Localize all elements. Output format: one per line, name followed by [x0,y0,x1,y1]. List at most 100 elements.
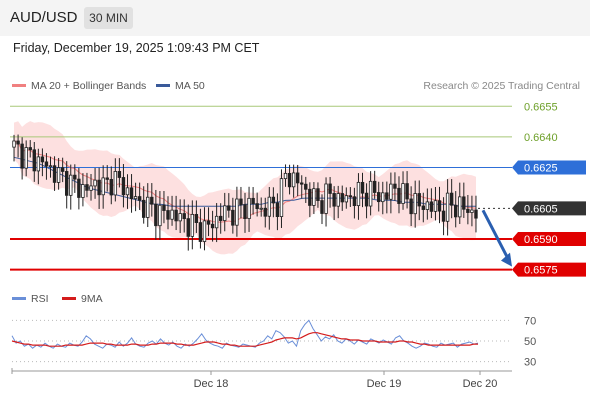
candle-body [259,207,263,210]
level-badge-2 [512,160,586,175]
candle-body [287,172,292,188]
candle-body [352,196,357,207]
candle-body [320,200,324,214]
level-label-1: 0.6640 [524,132,558,144]
candle-body [279,178,284,217]
research-credit: Research © 2025 Trading Central [423,80,580,92]
rsi-tick-30: 30 [524,357,536,369]
rsi-swatch [12,296,26,300]
ma9-swatch [62,296,76,300]
candle-body [125,187,130,196]
candle-body [275,202,280,217]
ma9-line [11,332,478,347]
candle-body [381,192,385,203]
candle-body [385,192,389,200]
candle-body [186,218,190,237]
candle-body [364,192,369,207]
candle-body [141,199,146,218]
candle-body [243,204,247,219]
candle-body [247,197,251,219]
candle-body [146,196,150,218]
candle-body [223,205,227,221]
candle-body [190,213,195,237]
candle-body [271,196,276,204]
candle-body [409,198,413,215]
level-label-5: 0.6575 [524,265,558,277]
ma20-swatch [12,83,26,87]
candle-body [474,209,478,219]
candle-body [413,193,417,215]
candle-body [466,208,470,213]
level-label-3: 0.6605 [524,203,558,215]
x-tick-label: Dec 18 [194,378,229,390]
candle-body [316,188,320,201]
candle-body [295,172,300,184]
candle-body [69,174,73,196]
candle-body [24,147,28,169]
candle-body [170,209,174,220]
candle-body [377,192,381,203]
candle-body [158,204,162,227]
candle-body [182,213,186,220]
rsi-tick-70: 70 [524,315,536,327]
candle-body [16,140,20,145]
ma20-label: MA 20 + Bollinger Bands [31,80,147,92]
candle-body [28,147,32,151]
x-tick-label: Dec 20 [463,378,498,390]
candle-body [304,183,308,190]
candle-body [372,180,377,193]
candle-body [405,183,409,200]
candle-body [417,193,421,207]
candle-body [458,196,462,218]
candle-body [441,210,446,222]
level-badge-3 [512,201,586,216]
candle-body [454,204,458,218]
legend-ma20: MA 20 + Bollinger Bands [12,80,146,92]
candle-body [324,183,328,214]
rsi-line [11,319,479,349]
candle-body [89,185,93,191]
candle-body [93,179,97,187]
candle-body [340,193,344,203]
candle-body [206,220,211,225]
candle-body [60,167,65,172]
rsi-label: RSI [31,293,49,305]
candle-body [291,172,296,188]
candle-body [117,171,122,178]
candle-body [356,181,361,207]
candle-body [429,201,434,212]
candle-body [348,195,353,198]
ma9-label: 9MA [81,293,103,305]
candle-body [344,195,349,203]
candle-body [227,205,231,211]
candle-body [214,215,219,229]
candle-body [231,209,235,226]
candle-body [198,222,203,242]
level-badge-5 [512,262,586,277]
candle-body [105,177,109,180]
candle-body [267,196,272,217]
candle-body [137,196,142,201]
candle-body [113,171,118,196]
candle-body [202,220,207,242]
candle-body [389,183,393,200]
rsi-tick-50: 50 [524,336,536,348]
candle-body [360,181,365,194]
candle-body [470,209,474,213]
level-label-0: 0.6655 [524,101,558,113]
candle-body [40,156,45,163]
candle-body [154,203,158,227]
candle-body [73,174,77,180]
legend-ma50: MA 50 [156,80,205,92]
candle-body [85,184,89,191]
candle-body [283,172,288,180]
candle-body [218,215,223,221]
candle-body [52,165,57,183]
candle-body [166,210,170,220]
candle-body [401,183,405,204]
candle-body [44,161,49,167]
candle-body [312,188,316,206]
level-badge-4 [512,231,586,246]
timeframe-button[interactable]: 30 MIN [84,7,133,29]
